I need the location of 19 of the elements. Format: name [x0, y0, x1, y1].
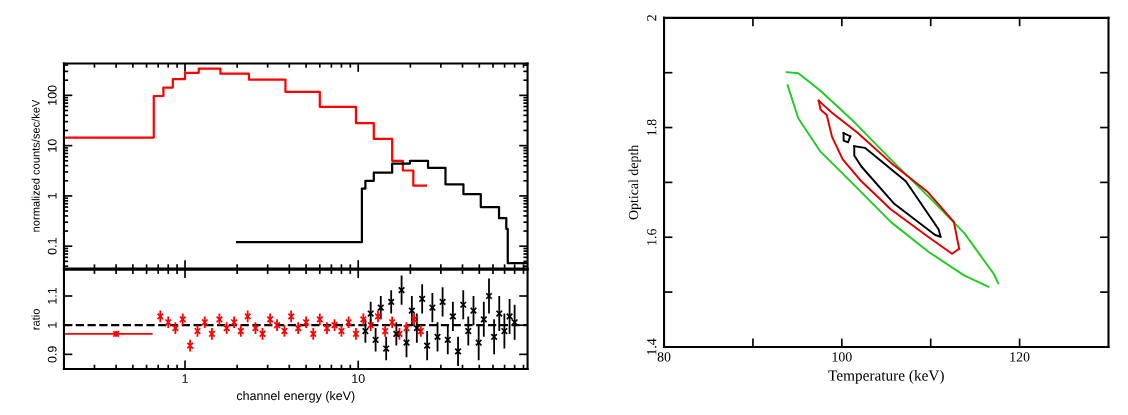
x-tick-label: 80: [657, 352, 671, 362]
y-tick-label: 100: [47, 85, 57, 105]
y-tick-label: 1.8: [647, 119, 657, 135]
x-tick-label: 120: [1010, 352, 1030, 362]
y-axis-title: normalized counts/sec/keV: [31, 99, 40, 232]
x-axis-title: Temperature (keV): [828, 369, 944, 384]
y-axis-title: ratio: [31, 309, 40, 330]
y-tick-label: 0.9: [47, 346, 57, 363]
y-tick-label: 2: [647, 15, 657, 21]
x-tick-label: 100: [832, 352, 852, 362]
y-axis-title: Optical depth: [628, 144, 642, 220]
y-tick-label: 1.4: [647, 338, 657, 355]
x-axis-title: channel energy (keV): [236, 391, 355, 403]
y-tick-label: 1.6: [647, 228, 657, 245]
y-tick-label: 10: [47, 139, 57, 152]
y-tick-label: 1: [47, 193, 57, 199]
y-tick-label: 0.1: [47, 238, 57, 255]
y-tick-label: 1: [47, 322, 57, 328]
y-tick-label: 1.1: [47, 287, 57, 304]
